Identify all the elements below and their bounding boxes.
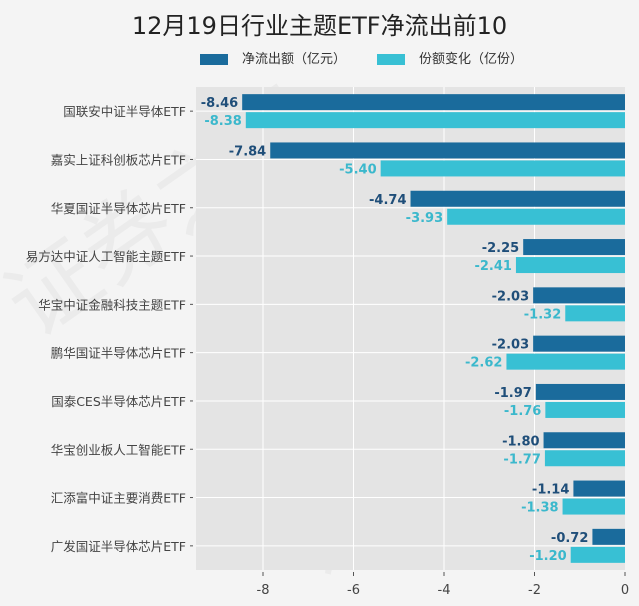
data-label: -3.93 xyxy=(406,211,443,226)
category-label: 国联安中证半导体ETF xyxy=(63,104,186,119)
data-label: -1.80 xyxy=(502,434,539,449)
bar-net-outflow xyxy=(523,239,625,256)
bar-net-outflow xyxy=(533,287,625,304)
data-label: -2.03 xyxy=(492,338,529,353)
bar-share-change xyxy=(380,160,625,177)
bar-share-change xyxy=(506,353,625,370)
x-tick-label: 0 xyxy=(621,583,629,598)
data-label: -2.25 xyxy=(482,241,519,256)
x-tick-label: -4 xyxy=(438,583,451,598)
bar-share-change xyxy=(544,450,625,467)
category-label: 华夏国证半导体芯片ETF xyxy=(51,201,186,216)
data-label: -0.72 xyxy=(551,531,588,546)
bar-share-change xyxy=(562,498,625,515)
x-tick-label: -6 xyxy=(347,583,360,598)
bar-share-change xyxy=(515,257,625,274)
bar-share-change xyxy=(545,401,625,418)
category-label: 华宝创业板人工智能ETF xyxy=(51,442,186,457)
bar-net-outflow xyxy=(533,335,625,352)
data-label: -1.38 xyxy=(521,501,558,516)
category-label: 汇添富中证主要消费ETF xyxy=(51,491,186,506)
data-label: -2.41 xyxy=(474,259,511,274)
bar-share-change xyxy=(245,112,625,129)
category-label: 嘉实上证科创板芯片ETF xyxy=(51,152,186,167)
data-label: -7.84 xyxy=(229,144,266,159)
category-label: 鹏华国证半导体芯片ETF xyxy=(51,346,186,361)
legend-swatch xyxy=(377,54,405,65)
category-label: 广发国证半导体芯片ETF xyxy=(51,539,186,554)
data-label: -4.74 xyxy=(369,193,406,208)
category-label: 易方达中证人工智能主题ETF xyxy=(26,249,186,264)
legend-item-share-change: 份额变化（亿份） xyxy=(377,48,523,67)
x-tick-label: -8 xyxy=(257,583,270,598)
data-label: -2.62 xyxy=(465,356,502,371)
chart-title: 12月19日行业主题ETF净流出前10 xyxy=(131,12,508,40)
data-label: -8.46 xyxy=(201,96,238,111)
bar-net-outflow xyxy=(270,142,625,159)
category-label: 国泰CES半导体芯片ETF xyxy=(51,394,186,409)
data-label: -1.76 xyxy=(504,404,541,419)
legend-item-net-outflow: 净流出额（亿元） xyxy=(200,48,346,67)
legend-label: 净流出额（亿元） xyxy=(242,52,347,67)
data-label: -1.20 xyxy=(529,549,566,564)
data-label: -5.40 xyxy=(339,162,376,177)
bar-net-outflow xyxy=(242,94,625,111)
data-label: -1.97 xyxy=(494,386,531,401)
data-label: -8.38 xyxy=(204,114,241,129)
legend-label: 份额变化（亿份） xyxy=(419,52,524,67)
bar-share-change xyxy=(565,305,625,322)
bar-share-change xyxy=(570,546,625,563)
bar-net-outflow xyxy=(573,480,625,497)
data-label: -1.32 xyxy=(524,307,561,322)
data-label: -1.77 xyxy=(503,452,540,467)
legend-swatch xyxy=(200,54,228,65)
x-tick-label: -2 xyxy=(528,583,541,598)
bar-share-change xyxy=(447,208,625,225)
bar-net-outflow xyxy=(410,190,625,207)
bar-net-outflow xyxy=(592,528,625,545)
bar-net-outflow xyxy=(543,432,625,449)
bar-net-outflow xyxy=(535,383,625,400)
data-label: -2.03 xyxy=(492,289,529,304)
category-label: 华宝中证金融科技主题ETF xyxy=(38,297,186,312)
data-label: -1.14 xyxy=(532,483,569,498)
